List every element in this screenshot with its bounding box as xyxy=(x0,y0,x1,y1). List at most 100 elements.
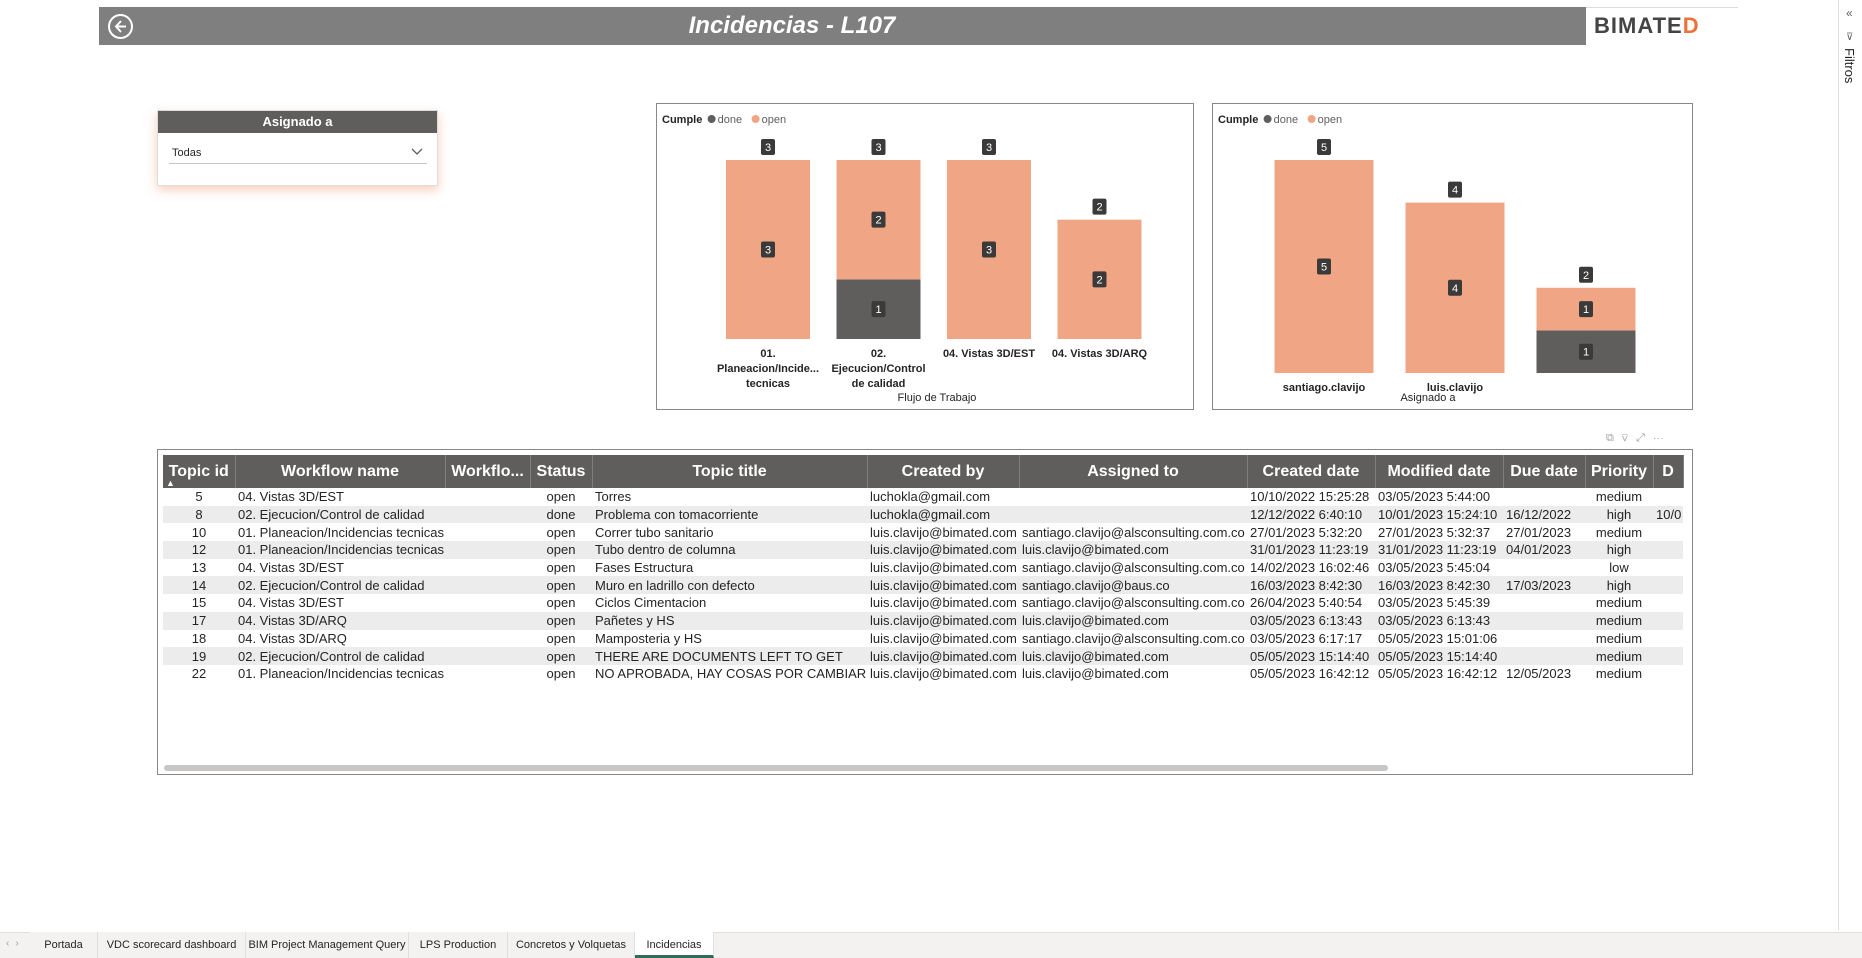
table-row[interactable]: 19 02. Ejecucion/Control de calidad open TH… xyxy=(163,647,1683,665)
column-header[interactable]: Created by xyxy=(867,455,1020,488)
legend-marker-done xyxy=(1263,115,1272,123)
total-label-1-bg xyxy=(871,139,886,155)
column-header[interactable]: D xyxy=(1653,455,1684,488)
table-row[interactable]: 17 04. Vistas 3D/ARQ open Pañetes y HS luis.… xyxy=(163,611,1683,630)
table-row[interactable]: 15 04. Vistas 3D/EST open Ciclos Cimentacio… xyxy=(163,594,1683,612)
legend-entry-open: open xyxy=(1318,114,1342,126)
table-cell xyxy=(1653,541,1683,559)
workflow-chart[interactable]: Cumple done open 3 3 01. Planeacion/Incide... t… xyxy=(656,103,1194,410)
table-cell: 03/05/2023 6:13:43 xyxy=(1247,611,1375,630)
table-row[interactable]: 12 01. Planeacion/Incidencias tecnicas ope… xyxy=(163,541,1683,559)
table-cell: 12/05/2023 xyxy=(1506,666,1572,682)
workflow-chart-svg: Cumple done open 3 3 01. Planeacion/Incide... t… xyxy=(662,114,1148,404)
table-cell: 19 xyxy=(163,647,235,665)
tab-bim-project-management-query[interactable]: BIM Project Management Query xyxy=(246,932,409,958)
table-row[interactable]: 8 02. Ejecucion/Control de calidad done Pro… xyxy=(163,505,1683,524)
column-header[interactable]: Workflow name xyxy=(235,455,446,488)
table-cell: Pañetes y HS xyxy=(592,611,867,630)
table-row[interactable]: 18 04. Vistas 3D/ARQ open Mamposteria y HS l… xyxy=(163,630,1683,648)
table-cell: luis.clavijo@bimated.com xyxy=(870,560,1017,576)
slicer-dropdown[interactable]: Todas xyxy=(169,142,427,164)
table-cell: 05/05/2023 15:14:40 xyxy=(1375,647,1503,665)
table-cell: luis.clavijo@bimated.com xyxy=(867,541,1019,559)
data-label-done-2: 1 xyxy=(1583,347,1589,359)
data-label-done-2-bg xyxy=(1579,343,1593,360)
table-cell: 12/12/2022 6:40:10 xyxy=(1247,505,1375,524)
legend-entry-open: open xyxy=(762,114,786,126)
table-cell: luis.clavijo@bimated.com xyxy=(1019,647,1247,665)
incidents-table[interactable]: Topic idWorkflow nameWorkflo...StatusTop… xyxy=(157,449,1693,775)
table-cell: 02. Ejecucion/Control de calidad xyxy=(235,505,445,524)
table-cell: open xyxy=(546,524,576,540)
table-cell: 27/01/2023 5:32:37 xyxy=(1378,524,1491,540)
horizontal-scrollbar[interactable] xyxy=(164,765,1388,771)
table-cell: 02. Ejecucion/Control de calidad xyxy=(235,647,445,665)
data-label-open-0: 5 xyxy=(1321,262,1327,274)
table-row[interactable]: 5 04. Vistas 3D/EST open Torres luchokla@gma… xyxy=(163,488,1683,506)
collapse-filters-icon[interactable]: « xyxy=(1846,6,1853,20)
data-label-open-3-bg xyxy=(1092,271,1107,288)
tab-concretos-y-volquetas[interactable]: Concretos y Volquetas xyxy=(508,932,635,958)
column-header[interactable]: Topic id xyxy=(163,455,236,488)
x-tick-label-0-0: santiago.clavijo xyxy=(1283,382,1366,394)
data-label-open-1: 2 xyxy=(875,215,881,227)
filters-pane[interactable] xyxy=(1838,0,1862,930)
table-cell: 04. Vistas 3D/EST xyxy=(238,595,344,611)
column-header[interactable]: Priority xyxy=(1585,455,1654,488)
tab-portada[interactable]: Portada xyxy=(30,932,98,958)
table-cell: santiago.clavijo@alsconsulting.com.co xyxy=(1022,524,1245,540)
tab-lps-production[interactable]: LPS Production xyxy=(409,932,508,958)
column-header[interactable]: Assigned to xyxy=(1019,455,1248,488)
table-cell xyxy=(445,559,530,577)
table-cell: 14 xyxy=(163,576,235,595)
x-tick-label-3-0: 04. Vistas 3D/ARQ xyxy=(1052,348,1148,360)
table-cell: 16/03/2023 8:42:30 xyxy=(1375,576,1503,595)
column-header[interactable]: Due date xyxy=(1503,455,1586,488)
column-header[interactable]: Modified date xyxy=(1375,455,1504,488)
table-cell: luis.clavijo@bimated.com xyxy=(870,524,1017,540)
table-cell: santiago.clavijo@baus.co xyxy=(1019,576,1247,595)
incidents-grid: Topic idWorkflow nameWorkflo...StatusTop… xyxy=(163,455,1684,683)
visual-header-icons[interactable]: ⧉⊽⤢⋯ xyxy=(1606,432,1672,444)
tab-incidencias[interactable]: Incidencias xyxy=(635,932,714,958)
table-cell: high xyxy=(1585,541,1653,559)
column-header[interactable]: Topic title xyxy=(592,455,868,488)
table-row[interactable]: 13 04. Vistas 3D/EST open Fases Estructura l… xyxy=(163,559,1683,577)
table-cell: Fases Estructura xyxy=(595,560,694,576)
table-cell xyxy=(445,505,530,524)
table-cell: 16/03/2023 8:42:30 xyxy=(1247,576,1375,595)
table-cell xyxy=(445,541,530,559)
table-cell: 04. Vistas 3D/EST xyxy=(238,489,344,505)
table-cell xyxy=(1653,665,1683,683)
assignee-chart[interactable]: Cumple done open 5 5 santiago.clavijo 4 4 luis.c… xyxy=(1212,103,1693,410)
table-cell: open xyxy=(546,666,576,682)
filters-pane-label[interactable]: Filtros xyxy=(1842,48,1857,84)
table-row[interactable]: 22 01. Planeacion/Incidencias tecnicas ope… xyxy=(163,665,1683,683)
table-cell: 31/01/2023 11:23:19 xyxy=(1247,541,1375,559)
table-cell xyxy=(1503,630,1585,648)
table-cell: 10 xyxy=(191,524,207,540)
table-cell: Torres xyxy=(595,489,632,505)
table-cell: santiago.clavijo@alsconsulting.com.co xyxy=(1022,630,1245,646)
table-cell: 05/05/2023 16:42:12 xyxy=(1378,666,1498,682)
data-label-open-1: 4 xyxy=(1452,283,1458,295)
column-header[interactable]: Status xyxy=(530,455,593,488)
table-cell xyxy=(445,630,530,648)
tab-vdc-scorecard-dashboard[interactable]: VDC scorecard dashboard xyxy=(98,932,246,958)
x-tick-label-1-0: luis.clavijo xyxy=(1427,382,1484,394)
x-tick-label-0-0: 01. xyxy=(760,348,775,360)
data-label-done-1-bg xyxy=(871,301,886,318)
table-cell: santiago.clavijo@alsconsulting.com.co xyxy=(1022,595,1245,611)
column-header[interactable]: Workflo... xyxy=(445,455,531,488)
table-cell: luchokla@gmail.com xyxy=(870,489,991,505)
column-header[interactable]: Created date xyxy=(1247,455,1376,488)
table-cell xyxy=(1019,488,1247,506)
table-row[interactable]: 10 01. Planeacion/Incidencias tecnicas ope… xyxy=(163,523,1683,541)
tab-nav-arrows-icon[interactable]: ‹› xyxy=(6,938,25,949)
total-label-1: 4 xyxy=(1452,185,1458,197)
data-label-open-1-bg xyxy=(1448,279,1462,296)
chevron-down-icon[interactable] xyxy=(411,147,423,157)
back-arrow-icon[interactable] xyxy=(108,14,133,39)
table-row[interactable]: 14 02. Ejecucion/Control de calidad open Mu… xyxy=(163,576,1683,595)
table-cell: Mamposteria y HS xyxy=(595,630,702,646)
